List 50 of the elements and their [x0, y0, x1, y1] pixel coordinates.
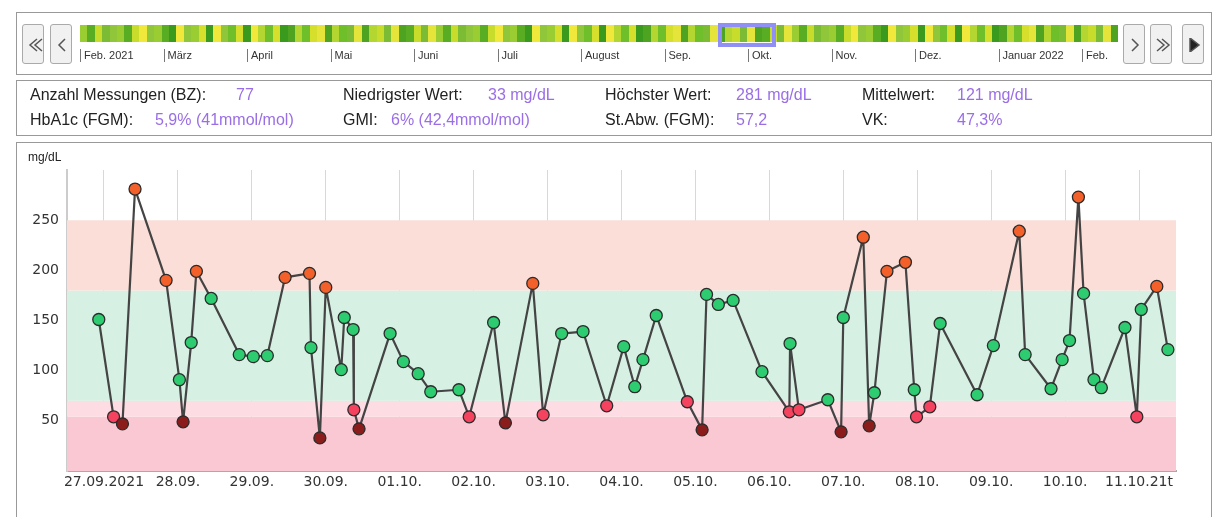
x-tick-label: 05.10.	[673, 473, 718, 490]
text: August	[581, 49, 620, 62]
text: April	[247, 49, 274, 62]
x-tick-label: 11.10.21t	[1105, 473, 1174, 490]
x-tick-label: 03.10.	[525, 473, 570, 490]
text: Okt.	[748, 49, 773, 62]
text: Niedrigster Wert:	[343, 86, 463, 104]
y-tick-label: 150	[32, 311, 59, 328]
text: VK:	[862, 111, 888, 129]
y-tick-label: 250	[32, 210, 59, 227]
text: GMI:	[343, 111, 378, 129]
text: 281 mg/dL	[736, 86, 812, 104]
x-tick-label: 27.09.2021	[63, 473, 145, 490]
text: Sep.	[664, 49, 692, 62]
y-tick-label: 200	[32, 260, 59, 277]
text: Januar 2022	[998, 49, 1064, 62]
text: Mai	[330, 49, 353, 62]
x-tick-label: 30.09.	[303, 473, 349, 490]
y-tick-label: 50	[41, 411, 59, 428]
text: Feb.	[1082, 49, 1109, 62]
text: 121 mg/dL	[957, 86, 1033, 104]
x-tick-label: 02.10.	[451, 473, 496, 490]
text: Nov.	[831, 49, 858, 62]
text: Feb. 2021	[80, 49, 134, 62]
y-axis-title: mg/dL	[28, 150, 62, 164]
x-tick-label: 10.10.	[1042, 473, 1088, 490]
y-tick-label: 100	[32, 361, 59, 378]
text: 57,2	[736, 111, 768, 129]
text: Juni	[414, 49, 439, 62]
text: Höchster Wert:	[605, 86, 712, 104]
text: März	[163, 49, 192, 62]
x-tick-label: 28.09.	[155, 473, 201, 490]
text: 77	[236, 86, 254, 104]
x-tick-label: 29.09.	[229, 473, 275, 490]
text: Dez.	[915, 49, 942, 62]
x-tick-label: 09.10.	[968, 473, 1014, 490]
text: Mittelwert:	[862, 86, 935, 104]
text: 47,3%	[957, 111, 1003, 129]
text: 6% (42,4mmol/mol)	[391, 111, 530, 129]
text: St.Abw. (FGM):	[605, 111, 715, 129]
text: 5,9% (41mmol/mol)	[155, 111, 294, 129]
x-tick-label: 06.10.	[747, 473, 792, 490]
x-tick-label: 01.10.	[377, 473, 422, 490]
x-tick-label: 08.10.	[894, 473, 940, 490]
text: Anzahl Messungen (BZ):	[30, 86, 207, 104]
text: HbA1c (FGM):	[30, 111, 134, 129]
text: Juli	[497, 49, 519, 62]
x-tick-label: 07.10.	[821, 473, 866, 490]
x-tick-label: 04.10.	[599, 473, 644, 490]
text: 33 mg/dL	[488, 86, 555, 104]
